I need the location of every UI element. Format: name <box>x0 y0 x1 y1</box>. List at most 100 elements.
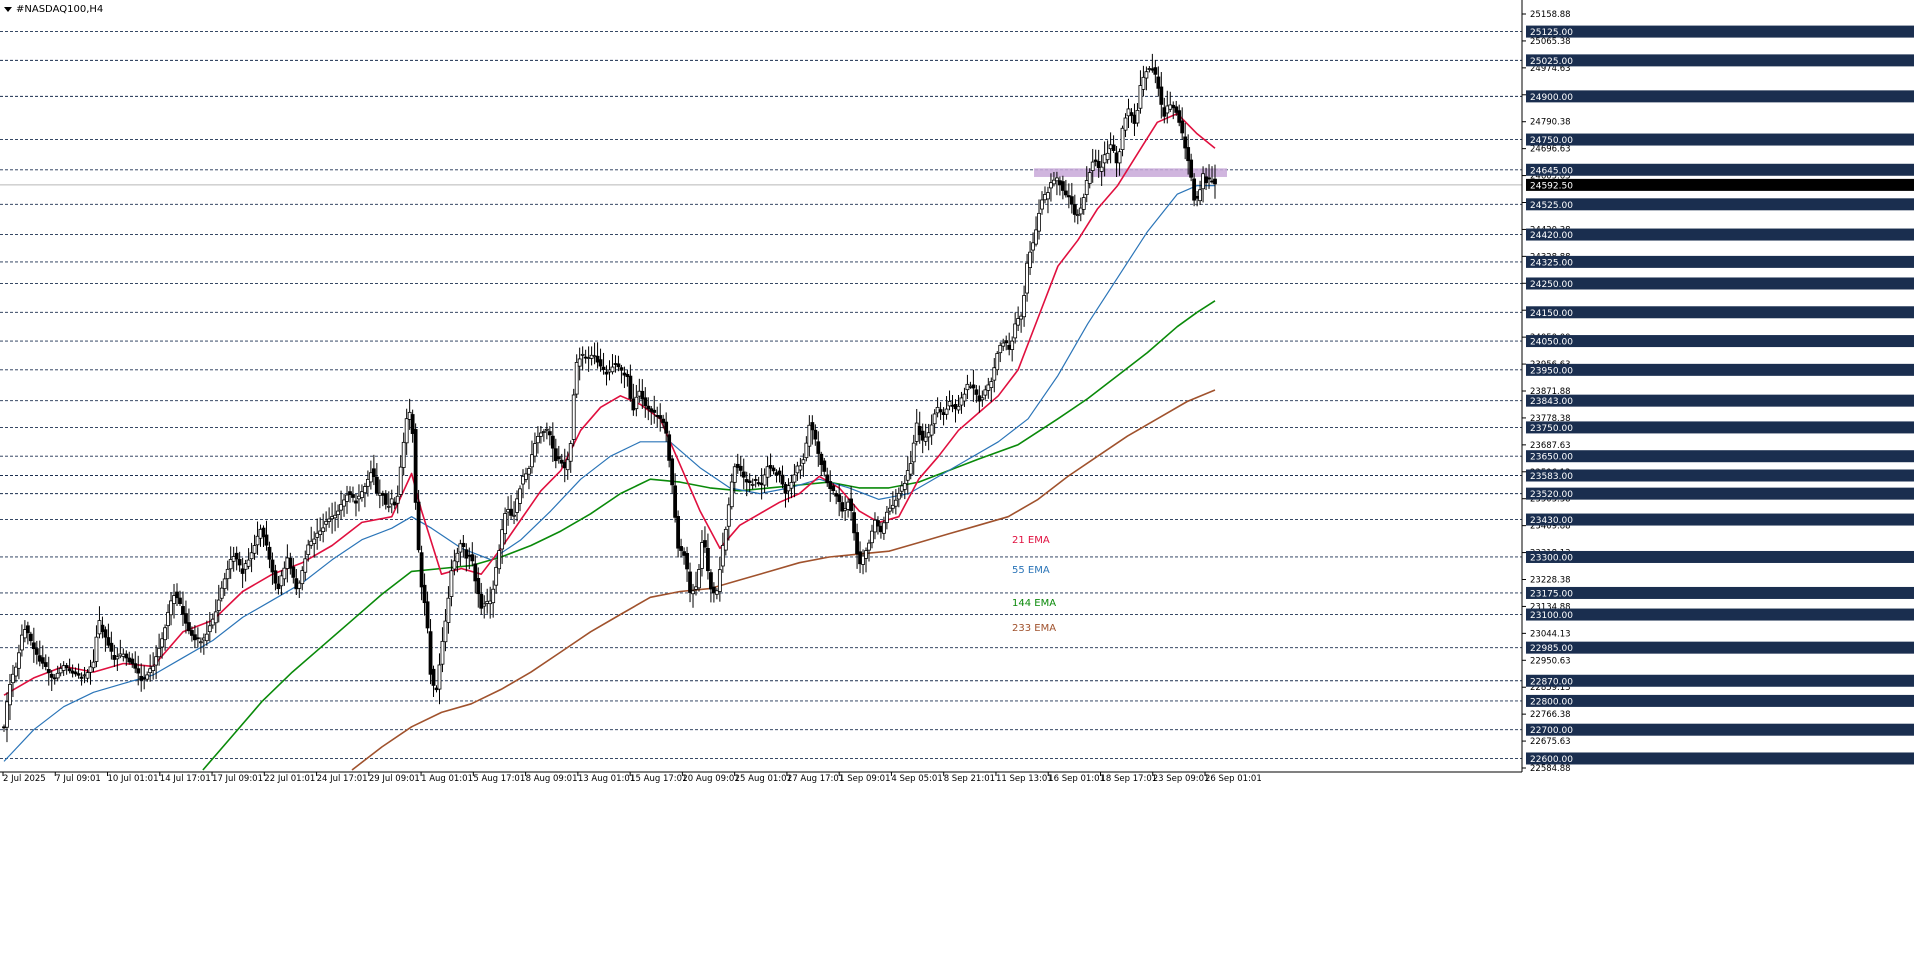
candle-body <box>706 547 710 572</box>
candle-body <box>1156 76 1161 89</box>
candle-body <box>1180 120 1185 134</box>
candle-body <box>106 637 111 646</box>
window-title[interactable]: #NASDAQ100,H4 <box>4 4 103 15</box>
candle-body <box>852 512 856 534</box>
candle-body <box>309 540 314 546</box>
candle-body <box>783 484 788 494</box>
candle-body <box>482 603 487 607</box>
candle-body <box>190 630 194 636</box>
candle-body <box>968 385 973 388</box>
candle-body <box>1087 172 1092 184</box>
candle-body <box>82 674 87 677</box>
candle-body <box>598 359 603 367</box>
candle-body <box>902 482 907 490</box>
candles <box>2 53 1217 743</box>
time-tick-label: 17 Jul 09:01 <box>212 774 263 784</box>
candle-body <box>497 550 502 570</box>
candle-body <box>166 611 170 627</box>
candle-body <box>795 465 800 474</box>
candle-body <box>568 443 573 462</box>
candle-body <box>634 396 639 410</box>
candle-body <box>768 465 773 469</box>
level-badge-label: 23583.00 <box>1530 472 1573 482</box>
candle-body <box>17 652 21 669</box>
candle-body <box>676 516 681 549</box>
candle-body <box>422 584 427 604</box>
candle-body <box>300 570 305 585</box>
level-badge <box>1526 513 1914 526</box>
chevron-down-icon[interactable] <box>4 7 12 12</box>
candle-body <box>896 492 901 500</box>
level-badge-label: 25125.00 <box>1530 28 1573 38</box>
candle-body <box>479 593 484 609</box>
time-tick-label: 14 Jul 17:01 <box>160 774 211 784</box>
candle-body <box>876 520 880 527</box>
candle-body <box>1204 176 1208 184</box>
candle-body <box>491 588 496 604</box>
candle-body <box>750 483 755 486</box>
candle-body <box>837 494 842 502</box>
level-badge <box>1526 421 1914 434</box>
candle-body <box>983 389 988 396</box>
candle-body <box>443 620 448 643</box>
candle-body <box>148 668 153 674</box>
candle-body <box>553 448 558 462</box>
candle-body <box>813 429 818 440</box>
candle-body <box>1049 182 1053 189</box>
candle-body <box>464 549 469 559</box>
candle-body <box>613 363 618 365</box>
candle-body <box>756 482 761 485</box>
candle-body <box>315 532 320 538</box>
candle-body <box>151 665 156 671</box>
candle-body <box>944 408 949 415</box>
candle-body <box>97 620 102 635</box>
price-tick-label: 25158.88 <box>1530 10 1571 20</box>
candle-body <box>181 606 185 615</box>
price-tick-label: 24974.63 <box>1530 64 1571 74</box>
candle-body <box>661 418 666 424</box>
candle-body <box>282 567 287 580</box>
candle-body <box>616 363 621 368</box>
candle-body <box>1007 344 1012 350</box>
candle-body <box>774 472 779 476</box>
level-badge-label: 25025.00 <box>1530 57 1573 67</box>
candle-body <box>1010 340 1015 350</box>
candle-body <box>521 475 525 485</box>
candle-body <box>1090 161 1095 171</box>
candle-body <box>133 663 138 669</box>
candle-body <box>458 543 463 553</box>
candle-body <box>79 676 84 679</box>
level-badge <box>1526 133 1914 146</box>
candle-body <box>691 590 695 595</box>
level-badge-label: 24420.00 <box>1530 231 1573 241</box>
candle-body <box>601 366 606 370</box>
candle-body <box>679 546 683 551</box>
candle-body <box>890 504 895 509</box>
candle-body <box>500 529 505 550</box>
candle-body <box>649 408 654 412</box>
candle-body <box>43 662 48 667</box>
candle-body <box>416 501 421 551</box>
candle-body <box>64 665 69 669</box>
price-tick-label: 23134.88 <box>1530 602 1571 612</box>
level-badge <box>1526 394 1914 407</box>
candle-body <box>172 595 176 604</box>
candle-body <box>28 633 33 642</box>
candle-body <box>509 508 513 516</box>
candle-body <box>816 441 821 454</box>
level-badge <box>1526 228 1914 241</box>
candle-body <box>1120 127 1125 150</box>
time-tick-label: 29 Jul 09:01 <box>369 774 420 784</box>
candle-body <box>154 656 159 666</box>
time-tick-label: 23 Sep 09:01 <box>1153 774 1210 784</box>
candle-body <box>714 590 719 595</box>
level-badge <box>1526 163 1914 176</box>
candle-body <box>494 566 499 586</box>
candle-body <box>544 428 549 431</box>
price-tick-label: 23409.88 <box>1530 522 1571 532</box>
candle-body <box>37 655 42 662</box>
level-badge-label: 24750.00 <box>1530 136 1573 146</box>
candle-body <box>923 436 928 442</box>
